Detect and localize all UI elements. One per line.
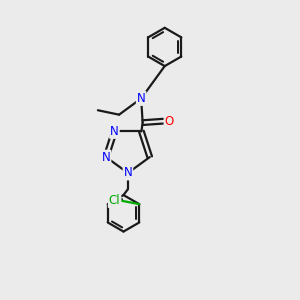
Text: N: N: [137, 92, 146, 105]
Text: O: O: [164, 115, 174, 128]
Text: N: N: [124, 167, 132, 179]
Text: N: N: [110, 125, 119, 138]
Text: Cl: Cl: [109, 194, 120, 207]
Text: N: N: [102, 151, 110, 164]
